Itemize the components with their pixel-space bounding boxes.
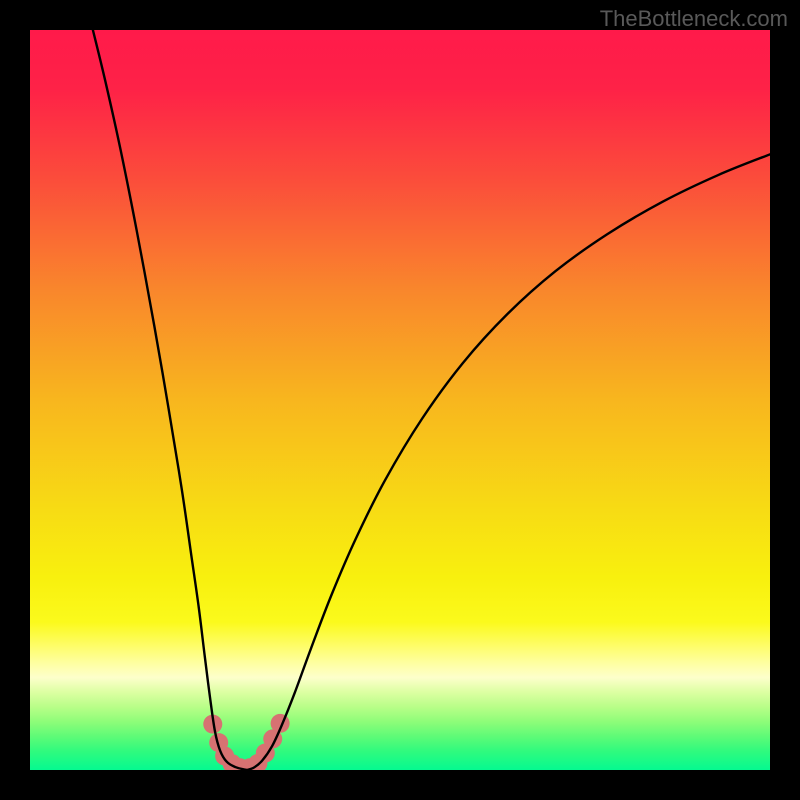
watermark-text: TheBottleneck.com <box>600 6 788 32</box>
plot-area <box>30 30 770 770</box>
gradient-background <box>30 30 770 770</box>
chart-outer-frame: TheBottleneck.com <box>0 0 800 800</box>
bottleneck-curve-chart <box>30 30 770 770</box>
